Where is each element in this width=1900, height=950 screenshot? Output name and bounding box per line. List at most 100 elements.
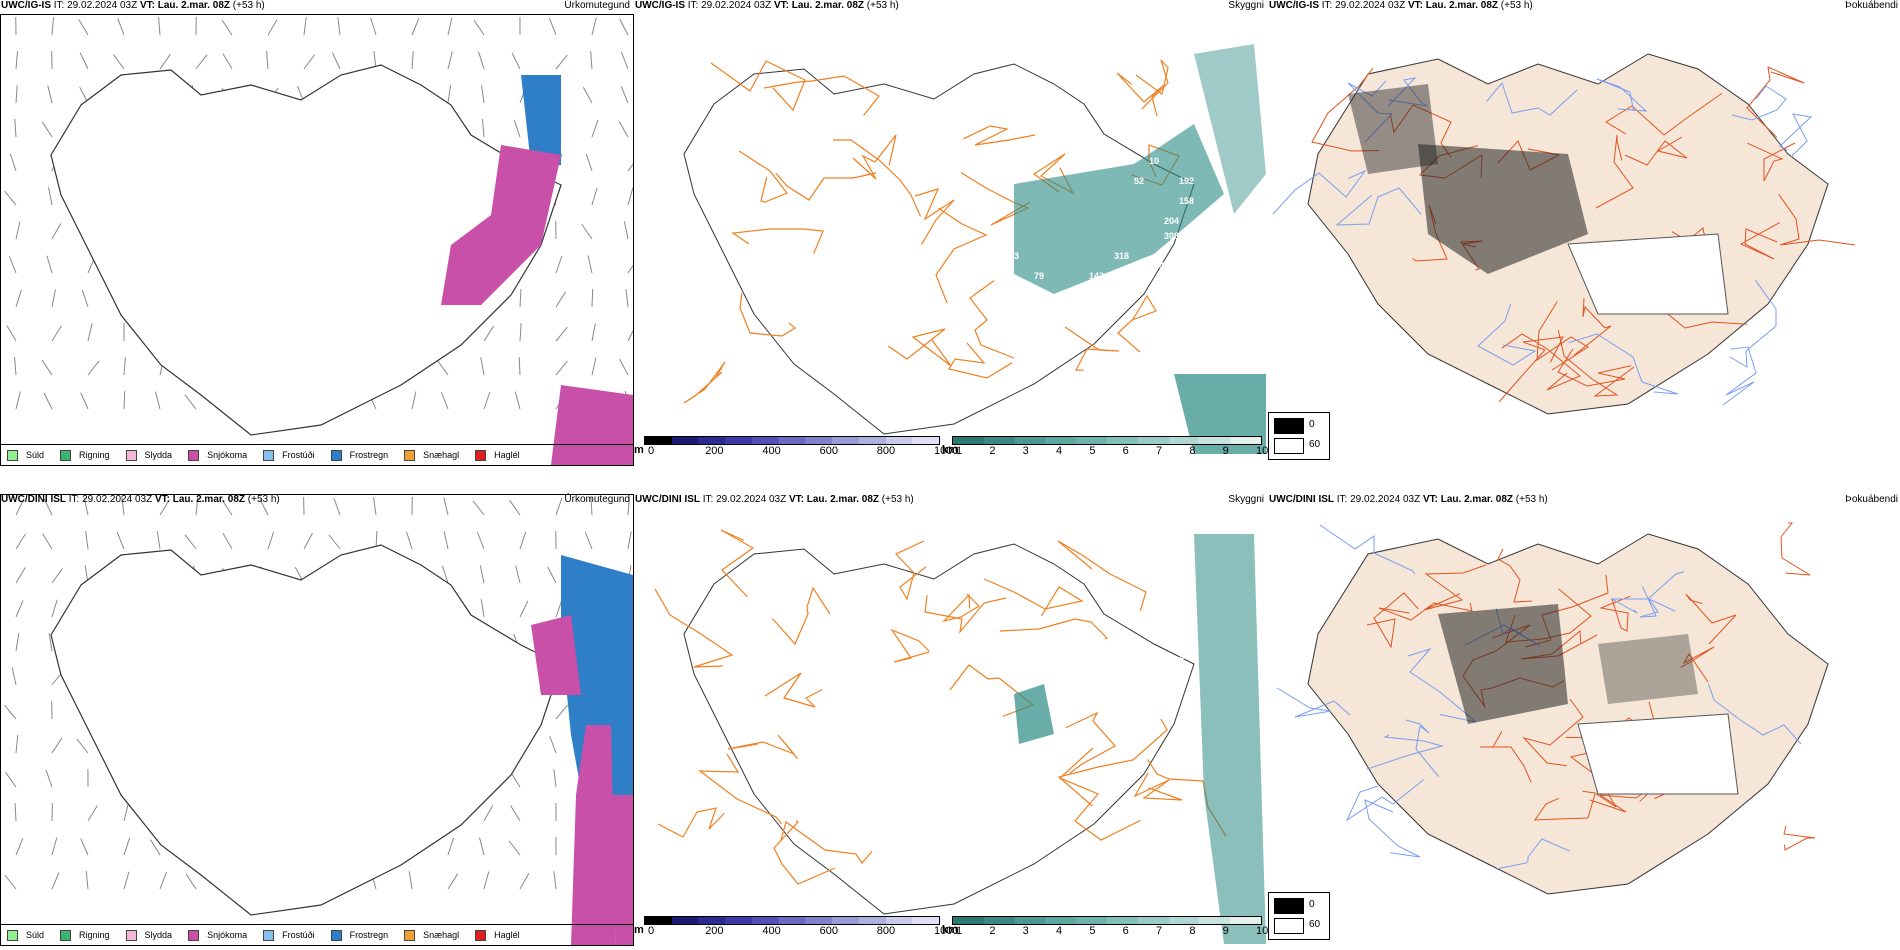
wind-barb [619,18,629,36]
scale-tick: 6 [1122,445,1129,457]
wind-barb [41,359,53,376]
scale-tick: 9 [1222,925,1229,937]
wind-barb [472,500,485,516]
river-line [1405,719,1440,777]
wind-barb [411,51,414,70]
legend-label: Frostúði [282,450,315,460]
legend-item-7: Haglél [475,929,520,941]
wind-barb [5,772,17,788]
river-line [1729,279,1777,368]
fog-map-top [1272,53,1856,415]
wind-barb [51,223,62,240]
wind-barb [15,51,19,70]
scale-tick: 3 [1022,925,1029,937]
road-line [1064,326,1120,371]
road-line [731,228,824,254]
scale-bar [952,436,1262,445]
road-line [924,595,1007,635]
scale-step [671,437,699,444]
precip-legend-top: Súld Rigning Slydda Snjókoma Frostúði Frostre… [1,444,633,465]
road-line [890,628,930,663]
elevation-label: 92 [969,216,979,226]
legend-label: Slydda [144,450,173,460]
legend-label: Snæhagl [423,930,460,940]
scale-tick: 800 [876,925,896,937]
wind-barb [267,531,275,550]
road-line [1778,193,1856,246]
wind-barb [447,873,459,890]
fog-scale-tick: 60 [1309,919,1321,930]
wind-barb [479,837,485,856]
wind-barb [11,667,17,686]
wind-barb [15,633,20,652]
panel-header-bottom-2: UWC/DINI ISL IT: 29.02.2024 03Z VT: Lau.… [635,494,1264,505]
precip-legend-bottom: Súld Rigning Slydda Snjókoma Frostúði Frostre… [1,924,633,945]
scale-tick: 5 [1089,445,1096,457]
river-line [1779,113,1813,158]
wind-barb [623,221,629,240]
legend-label: Snjókoma [207,930,248,940]
scale-unit: km [942,924,958,936]
road-line [983,578,1084,617]
road-line [1311,67,1380,152]
scale-step [983,437,1015,444]
road-line [1423,564,1487,611]
wind-barb [121,497,125,516]
elevation-label: 63 [1009,251,1019,261]
road-line [1366,592,1419,649]
scale-unit: m [634,444,644,456]
wind-barb [514,391,521,410]
wind-barb [328,534,341,550]
scale-tick: 2 [989,445,996,457]
scale-step [1076,437,1107,444]
scale-step [912,917,940,924]
legend-label: Rigning [79,930,110,940]
wind-barb [411,391,417,410]
legend-item-5: Frostregn [330,449,388,461]
scale-tick: 200 [705,445,724,457]
wind-barb [14,119,17,138]
wind-barb [555,291,567,308]
wind-barb [303,54,316,70]
wind-barb [6,325,17,342]
wind-barb [625,289,629,308]
fog-scale-top: 0 60 [1268,412,1330,460]
wind-barb [184,534,197,550]
precip-map-top [4,16,633,465]
road-line [852,134,897,180]
road-line [969,279,1015,359]
wind-barb [154,391,161,410]
wind-barb [627,163,633,172]
scale-tick: 600 [819,925,838,937]
wind-barb [483,325,495,342]
road-line [948,342,1013,379]
road-line [738,150,788,203]
road-line [1116,72,1165,117]
panel-header-bottom-3: UWC/DINI ISL IT: 29.02.2024 03Z VT: Lau.… [1269,494,1898,505]
road-line [773,820,836,885]
wind-barb [481,85,485,104]
elevation-scale-bottom: m 0 200 400 600 800 1000 [634,916,958,940]
scale-step [885,917,913,924]
elevation-label: 79 [1034,271,1044,281]
river-line [1477,303,1537,366]
legend-item-4: Frostúði [263,449,315,461]
legend-item-6: Snæhagl [404,449,459,461]
wind-barb [473,19,485,36]
road-line [894,540,927,601]
scale-step [1230,917,1261,924]
scale-tick: 4 [1056,445,1063,457]
scale-step [1168,437,1200,444]
road-line [683,361,726,404]
wind-barb [627,497,630,516]
scale-tick: 1000 [934,925,959,937]
road-line [1117,294,1157,353]
scale-step [1106,437,1138,444]
wind-barb [591,323,596,342]
fog-swatch-light [1274,438,1304,454]
wind-barb [441,565,449,584]
scale-step [751,917,779,924]
wind-barb [440,392,449,410]
scale-step [1230,437,1261,444]
